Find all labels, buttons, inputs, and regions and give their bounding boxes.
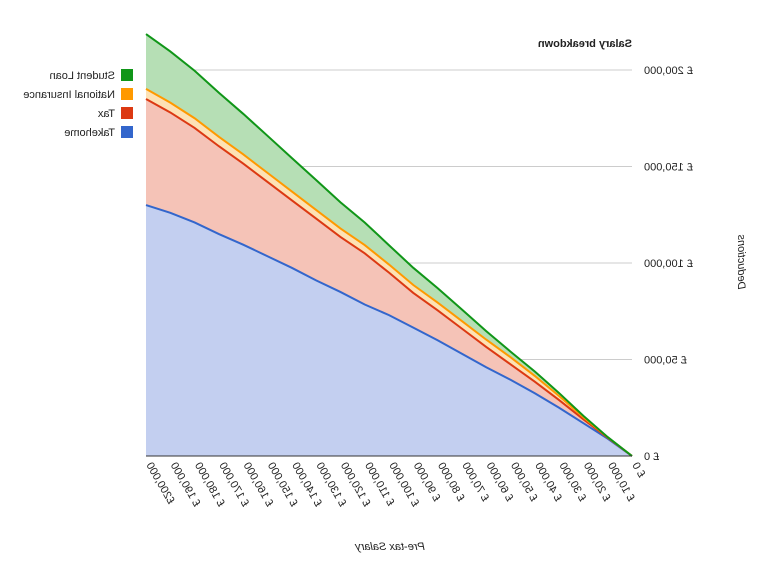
area-student-loan: [146, 34, 632, 456]
y-tick-label-3: £ 150,000: [644, 162, 693, 174]
y-tick-label-0: £ 0: [644, 451, 659, 463]
chart-title: Salary breakdown: [538, 38, 632, 50]
x-axis-title: Pre-tax Salary: [354, 541, 425, 553]
line-student-loan: [145, 33, 633, 457]
x-tick-label-0: £ 0: [629, 461, 647, 480]
line-tax: [145, 98, 633, 457]
legend-label-tax: Tax: [97, 108, 115, 120]
legend-label-takehome: Takehome: [64, 127, 115, 139]
legend-label-national-insurance: National Insurance: [23, 89, 115, 101]
legend-swatch-takehome: [121, 126, 133, 138]
y-axis-tick-labels: £ 0 £ 50,000 £ 100,000 £ 150,000 £ 200,000: [644, 65, 693, 463]
line-takehome: [145, 204, 633, 457]
x-axis-tick-labels: £ 0£ 10,000£ 20,000£ 30,000£ 40,000£ 50,…: [143, 461, 647, 509]
legend-swatch-national-insurance: [121, 88, 133, 100]
legend-swatch-tax: [121, 107, 133, 119]
line-national-insurance: [145, 88, 633, 457]
y-tick-label-2: £ 100,000: [644, 258, 693, 270]
y-tick-label-1: £ 50,000: [644, 355, 687, 367]
legend-label-student-loan: Student Loan: [50, 70, 115, 82]
series-lines: [145, 33, 633, 457]
area-takehome: [146, 205, 632, 456]
area-tax: [146, 98, 632, 456]
legend-swatch-student-loan: [121, 69, 133, 81]
legend: Student Loan National Insurance Tax Takehom…: [23, 69, 133, 139]
y-axis-title: Deductions: [735, 234, 747, 290]
y-tick-label-4: £ 200,000: [644, 65, 693, 77]
